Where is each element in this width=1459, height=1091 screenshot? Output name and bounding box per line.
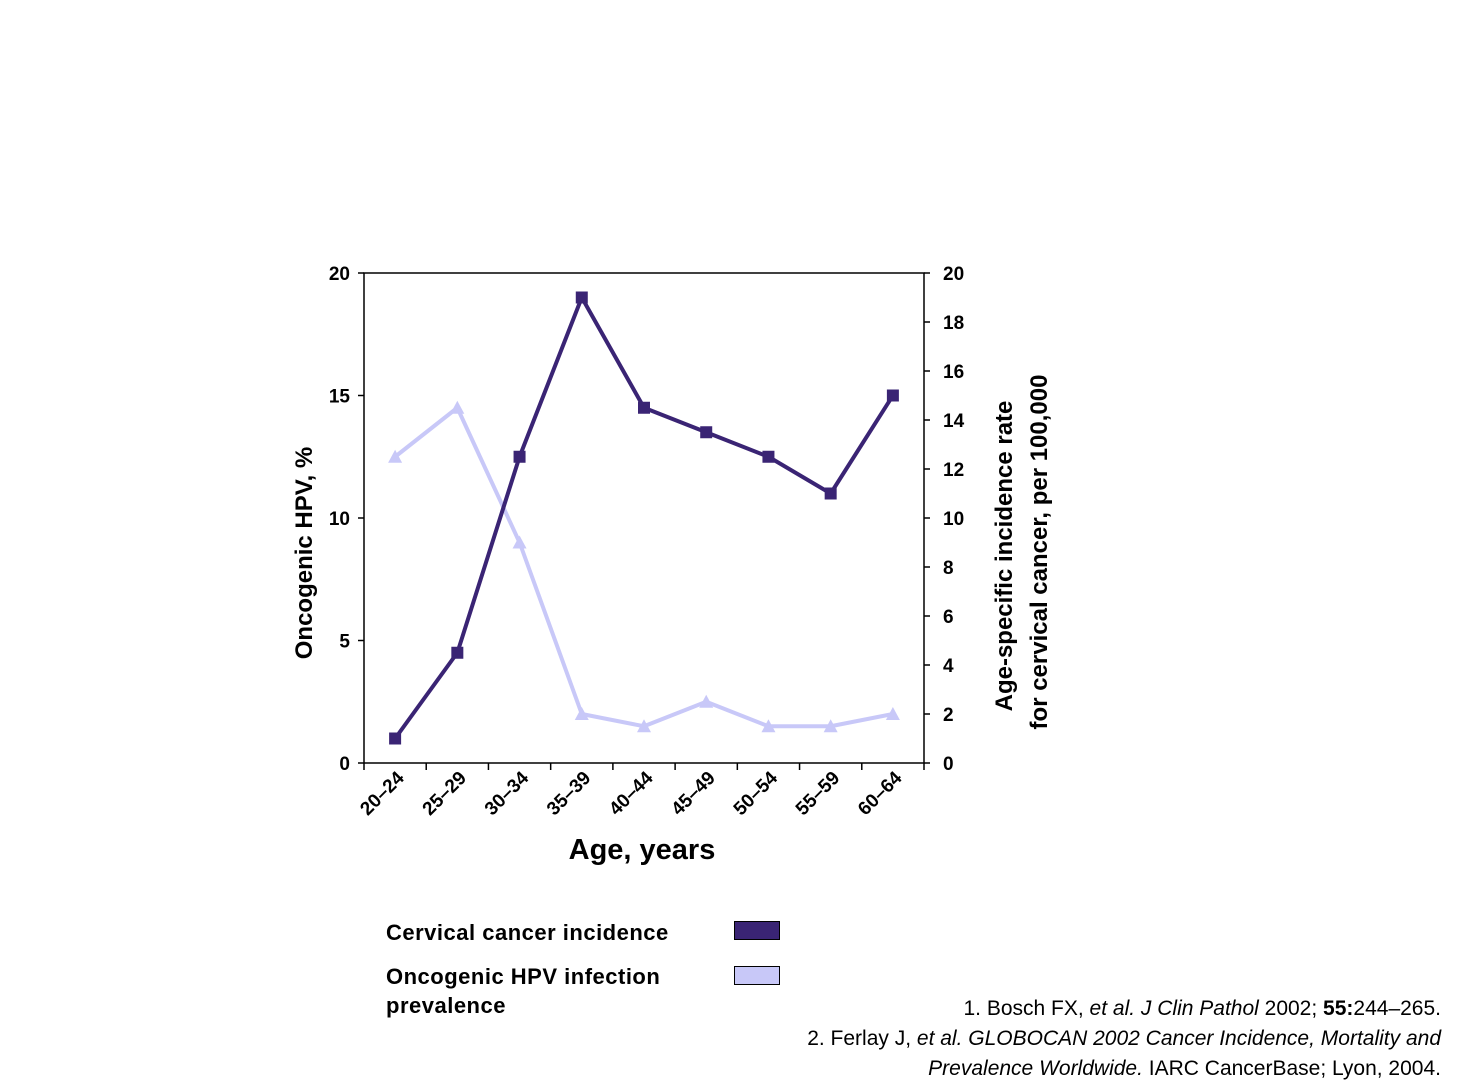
x-tick-label: 20–24 [356,767,409,820]
y-axis-right-label-line1: Age-specific incidence rate [991,401,1018,712]
reference-2-cont: Prevalence Worldwide. IARC CancerBase; L… [807,1054,1441,1084]
y-right-tick-label: 12 [943,460,964,481]
data-point-cervical-cancer-incidence [638,401,650,414]
y-right-tick-label: 16 [943,362,964,383]
references: 1. Bosch FX, et al. J Clin Pathol 2002; … [807,994,1441,1084]
ref1-year: 2002; [1258,997,1324,1020]
data-point-hpv-prevalence [637,719,651,733]
legend-label-cervical-cancer: Cervical cancer incidence [386,920,669,945]
y-right-tick-label: 6 [943,607,954,628]
data-point-hpv-prevalence [512,535,527,549]
ref1-authors: 1. Bosch FX, [963,997,1090,1020]
y-left-tick-label: 0 [339,754,350,775]
y-right-tick-label: 2 [943,705,954,726]
legend-label-hpv-prevalence: Oncogenic HPV infection [386,964,661,989]
y-left-tick-label: 20 [329,264,350,285]
x-tick-label: 60–64 [854,767,907,820]
data-point-hpv-prevalence [885,707,900,720]
x-tick-label: 45–49 [668,768,720,820]
data-point-cervical-cancer-incidence [575,291,588,304]
legend-label-hpv-prevalence-line2: prevalence [386,993,506,1018]
ref2-authors: 2. Ferlay J, [807,1027,917,1050]
reference-1: 1. Bosch FX, et al. J Clin Pathol 2002; … [807,994,1441,1024]
series-line-cervical-cancer-incidence [393,295,895,740]
data-point-hpv-prevalence [823,719,838,733]
y-right-tick-label: 4 [943,656,954,677]
legend-swatch-hpv-prevalence [734,966,780,985]
legend-swatch-cervical-cancer [734,921,780,940]
x-axis-label: Age, years [569,834,716,866]
ref1-journal: et al. J Clin Pathol [1089,997,1259,1020]
data-point-cervical-cancer-incidence [886,389,899,402]
series-line-hpv-prevalence [393,405,894,729]
data-point-cervical-cancer-incidence [451,646,464,659]
data-point-hpv-prevalence [761,719,776,733]
data-point-cervical-cancer-incidence [700,426,713,439]
series-layer [388,291,900,745]
y-right-tick-label: 10 [943,509,964,530]
data-point-cervical-cancer-incidence [389,732,402,745]
axes: 0 5 10 15 20 0 2 4 6 8 10 12 14 16 18 20 20–24 25–29 30–34… [329,264,965,820]
data-point-hpv-prevalence [388,449,403,463]
data-point-cervical-cancer-incidence [762,450,775,463]
y-left-tick-label: 15 [329,387,351,408]
data-point-cervical-cancer-incidence [513,450,526,463]
plot-area-frame [363,272,925,764]
ref2-title: et al. GLOBOCAN 2002 Cancer Incidence, M… [916,1027,1441,1050]
x-tick-label: 55–59 [792,768,844,820]
ref1-pages: 244–265. [1353,997,1441,1020]
ref2-publisher: IARC CancerBase; Lyon, 2004. [1142,1057,1441,1080]
y-right-tick-label: 0 [943,754,954,775]
y-left-tick-label: 10 [329,509,350,530]
x-tick-label: 40–44 [605,767,658,820]
y-right-tick-label: 20 [943,264,964,285]
y-right-tick-label: 18 [943,313,964,334]
data-point-cervical-cancer-incidence [824,487,837,500]
y-right-tick-label: 14 [943,411,965,432]
data-point-hpv-prevalence [574,707,589,720]
x-tick-label: 30–34 [481,767,534,820]
x-tick-label: 25–29 [419,768,471,820]
ref2-title-cont: Prevalence Worldwide. [928,1057,1143,1080]
y-axis-right-label-line2: for cervical cancer, per 100,000 [1026,375,1053,730]
reference-2: 2. Ferlay J, et al. GLOBOCAN 2002 Cancer… [807,1024,1441,1054]
x-tick-label: 35–39 [543,768,595,820]
x-tick-label: 50–54 [730,767,783,820]
data-point-hpv-prevalence [699,694,714,708]
ref1-volume: 55: [1323,997,1354,1020]
y-axis-left-label: Oncogenic HPV, % [291,447,318,660]
y-right-tick-label: 8 [943,558,954,579]
data-point-hpv-prevalence [450,400,465,414]
y-left-tick-label: 5 [339,632,350,653]
